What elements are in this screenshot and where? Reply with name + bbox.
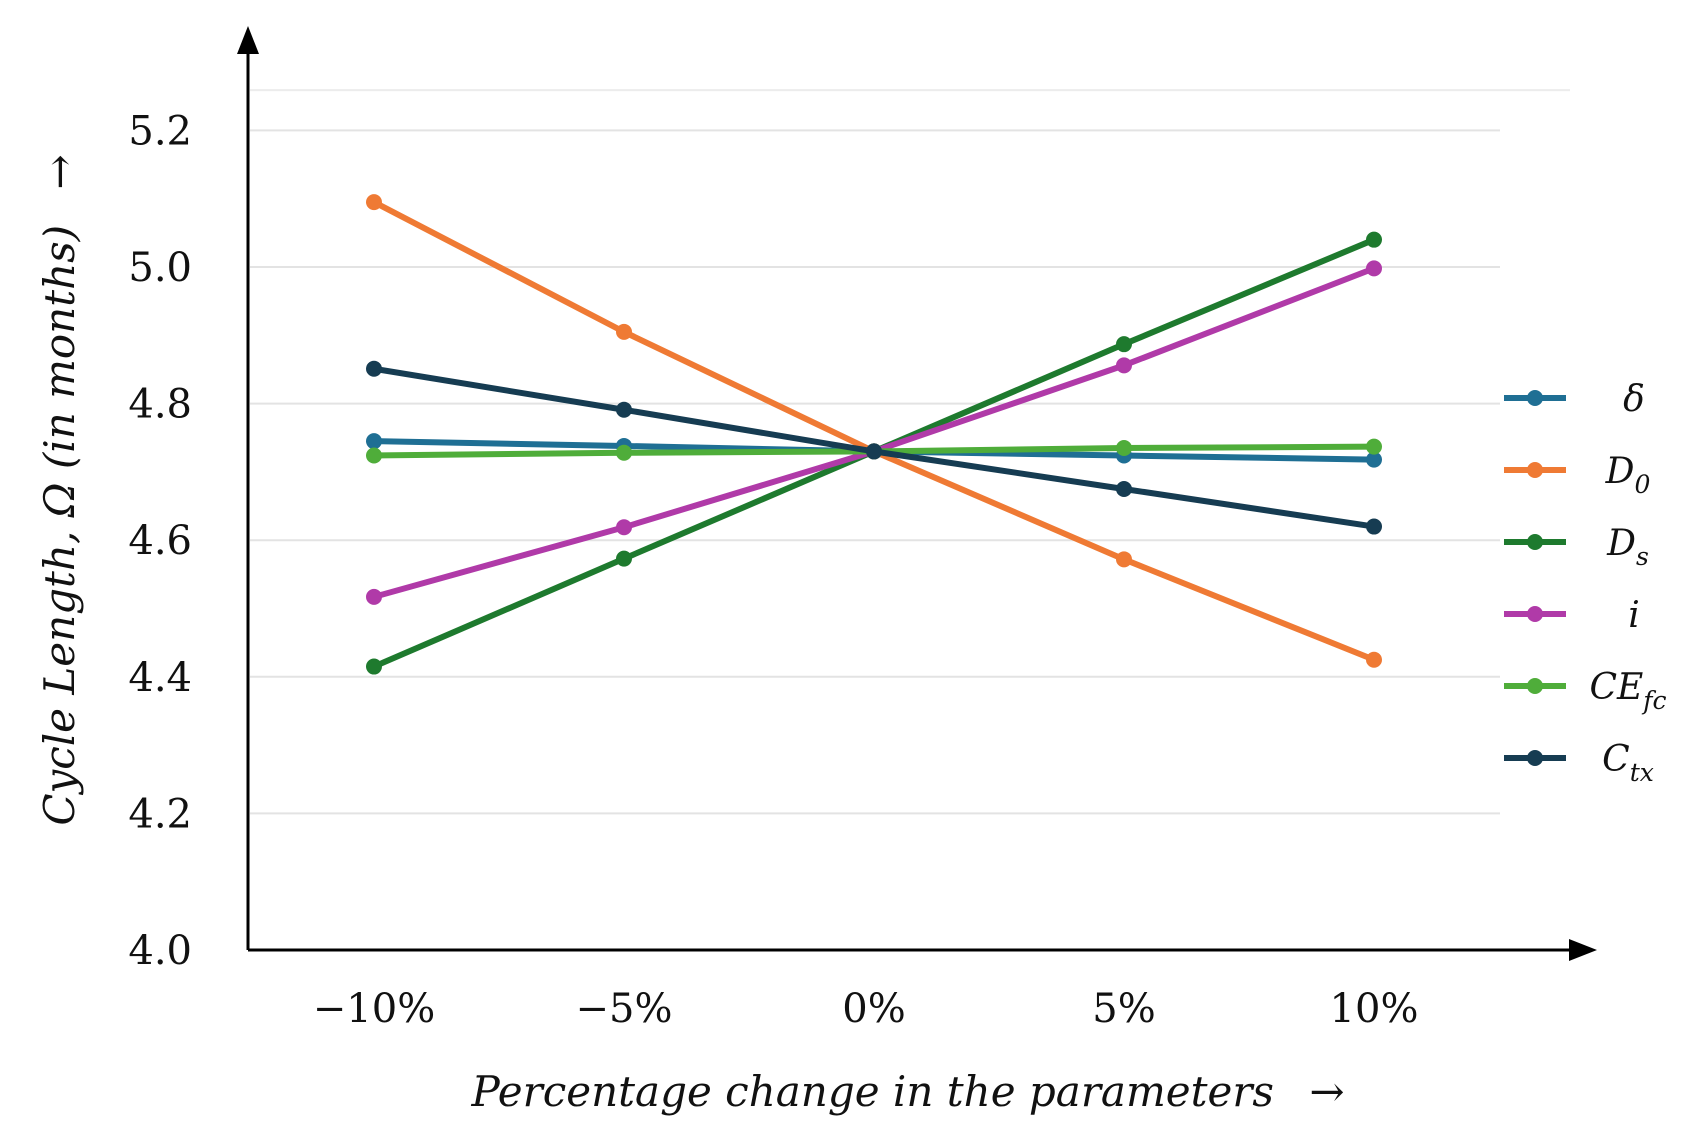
y-axis-title-text: Cycle Length, Ω (in months) xyxy=(35,225,84,826)
legend-item: CEfc xyxy=(1504,667,1667,715)
x-axis-title: Percentage change in the parameters → xyxy=(470,1067,1344,1116)
y-tick-label: 4.0 xyxy=(128,928,192,974)
legend-label: i xyxy=(1628,595,1640,636)
data-point xyxy=(1116,357,1132,374)
x-tick-label: 5% xyxy=(1092,986,1155,1032)
data-point xyxy=(1116,439,1132,456)
series-line xyxy=(371,199,1377,663)
data-point xyxy=(866,443,882,460)
data-point xyxy=(1366,438,1382,455)
legend-item: i xyxy=(1504,595,1640,636)
data-point xyxy=(366,588,382,605)
x-axis-arrowhead xyxy=(1569,939,1597,961)
legend-swatch-marker xyxy=(1527,606,1543,622)
data-point xyxy=(366,194,382,211)
data-point xyxy=(366,658,382,675)
data-point xyxy=(1366,260,1382,277)
x-axis-title-arrow: → xyxy=(1309,1067,1344,1116)
data-point xyxy=(1366,231,1382,248)
data-point xyxy=(1366,651,1382,668)
legend-label: δ xyxy=(1623,379,1645,420)
x-tick-label: −10% xyxy=(313,986,435,1032)
data-point xyxy=(1116,551,1132,568)
x-tick-label: 10% xyxy=(1330,986,1419,1032)
y-tick-label: 4.6 xyxy=(128,518,192,564)
y-tick-label: 4.2 xyxy=(128,791,192,837)
legend-item: D0 xyxy=(1504,451,1650,499)
axes xyxy=(237,26,1597,961)
y-tick-label: 4.4 xyxy=(128,655,192,701)
y-tick-label: 5.0 xyxy=(128,245,192,291)
data-point xyxy=(366,360,382,377)
data-point xyxy=(1366,451,1382,468)
y-tick-labels: 4.0 4.2 4.4 4.6 4.8 5.0 5.2 xyxy=(128,108,192,974)
data-point xyxy=(1366,518,1382,535)
legend-swatch-marker xyxy=(1527,534,1543,550)
series-line xyxy=(371,265,1377,600)
data-point xyxy=(616,444,632,461)
data-point xyxy=(366,433,382,450)
series-D0 xyxy=(366,194,1382,668)
y-axis-title-arrow: → xyxy=(35,154,84,189)
data-point xyxy=(616,323,632,340)
data-point xyxy=(366,447,382,464)
series-Ctx xyxy=(366,360,1382,535)
legend-item: δ xyxy=(1504,379,1645,420)
legend-label: Ds xyxy=(1606,523,1649,571)
legend-label: CEfc xyxy=(1589,667,1666,715)
y-axis-title: Cycle Length, Ω (in months) → xyxy=(35,154,84,825)
legend-item: Ds xyxy=(1504,523,1649,571)
y-tick-label: 5.2 xyxy=(128,108,192,154)
legend-swatch-marker xyxy=(1527,462,1543,478)
legend-swatch-marker xyxy=(1527,678,1543,694)
data-point xyxy=(616,550,632,567)
legend-swatch-marker xyxy=(1527,390,1543,406)
data-point xyxy=(616,401,632,418)
y-tick-label: 4.8 xyxy=(128,382,192,428)
data-point xyxy=(616,519,632,536)
x-axis-title-text: Percentage change in the parameters xyxy=(470,1067,1274,1116)
legend-swatch-marker xyxy=(1527,750,1543,766)
x-tick-label: 0% xyxy=(842,986,905,1032)
legend-item: Ctx xyxy=(1504,739,1654,787)
data-point xyxy=(1116,480,1132,497)
x-tick-labels: −10% −5% 0% 5% 10% xyxy=(313,986,1419,1032)
legend-label: D0 xyxy=(1605,451,1651,499)
y-axis-arrowhead xyxy=(237,26,259,54)
series-i xyxy=(366,260,1382,605)
grid-lines xyxy=(250,89,1570,815)
x-tick-label: −5% xyxy=(576,986,673,1032)
legend-label: Ctx xyxy=(1602,739,1654,787)
data-point xyxy=(1116,336,1132,353)
series-lines xyxy=(366,194,1382,675)
legend: δ D0 Ds i CEfc Ctx xyxy=(1504,379,1667,787)
